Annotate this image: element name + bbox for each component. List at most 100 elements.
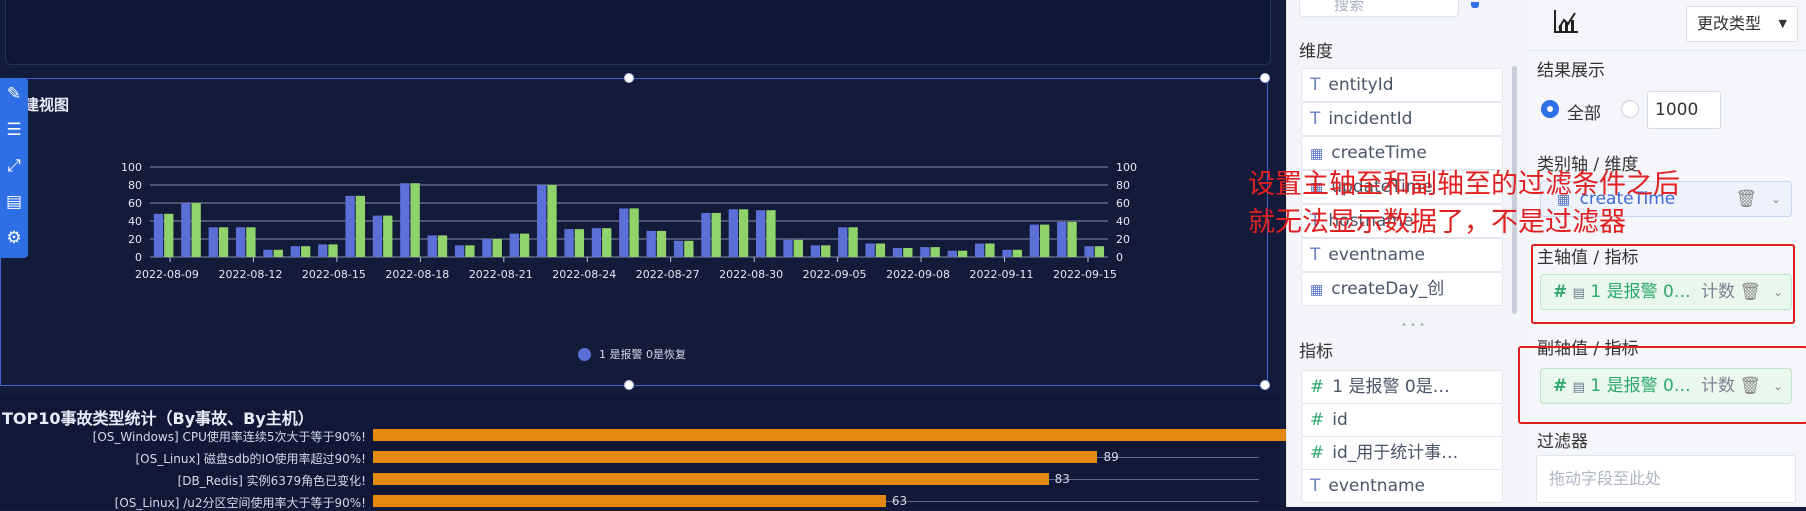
- bar: [920, 247, 930, 257]
- hbar[interactable]: [373, 473, 1049, 485]
- field-label: entityId: [1328, 75, 1394, 95]
- text-type-icon: T: [1310, 211, 1321, 231]
- bar: [1029, 224, 1040, 257]
- y-tick-label-left: 20: [128, 233, 142, 246]
- category-pill-label: createTime: [1579, 189, 1676, 209]
- gear-icon[interactable]: ⚙: [6, 228, 22, 248]
- top-widget-card[interactable]: [5, 0, 1271, 65]
- bar-chart-icon: ▤: [1572, 286, 1585, 301]
- x-tick-label: 2022-08-12: [218, 268, 282, 281]
- x-tick-label: 2022-09-11: [970, 268, 1034, 281]
- chevron-down-icon[interactable]: ⌄: [1772, 379, 1783, 393]
- change-type-dropdown[interactable]: 更改类型 ▼: [1686, 6, 1798, 42]
- bar: [465, 245, 475, 257]
- bar: [318, 244, 328, 257]
- resize-handle-bottom-right[interactable]: [1260, 380, 1270, 390]
- resize-handle-top-right[interactable]: [1260, 73, 1270, 83]
- sub-agg-label[interactable]: 计数: [1701, 376, 1735, 396]
- field-item[interactable]: #1 是报警 0是…: [1301, 370, 1503, 404]
- field-label: hostname: [1328, 211, 1414, 231]
- field-label: eventname: [1328, 245, 1426, 265]
- field-label: id_用于统计事…: [1332, 443, 1459, 463]
- chevron-down-icon[interactable]: ⌄: [1770, 192, 1781, 206]
- top10-title: TOP10事故类型统计（By事故、By主机）: [2, 409, 314, 428]
- field-item[interactable]: # id_用于统计事…: [1301, 436, 1503, 470]
- x-tick-label: 2022-08-09: [135, 268, 199, 281]
- bar: [482, 239, 492, 257]
- filter-dropzone[interactable]: 拖动字段至此处: [1536, 455, 1796, 503]
- x-tick-label: 2022-09-05: [803, 268, 867, 281]
- bar-category-label: [OS_Linux] /u2分区空间使用率大于等于90%!: [114, 496, 366, 510]
- resize-handle-top[interactable]: [624, 73, 634, 83]
- trash-icon[interactable]: 🗑: [1739, 376, 1761, 396]
- y-tick-label-right: 60: [1116, 197, 1130, 210]
- chart-type-icon[interactable]: [1553, 8, 1579, 34]
- field-search-input[interactable]: 搜索: [1299, 0, 1459, 17]
- trash-icon[interactable]: 🗑: [1735, 189, 1757, 209]
- split-drag-handle[interactable]: • • •: [1401, 320, 1426, 331]
- dimension-scrollbar[interactable]: [1512, 66, 1517, 314]
- hbar[interactable]: [373, 451, 1098, 463]
- bar-category-label: [OS_Windows] CPU使用率连续5次大于等于90%!: [92, 430, 366, 444]
- calendar-icon: ▦: [1310, 146, 1324, 162]
- bar: [728, 209, 738, 257]
- hash-icon: #: [1553, 282, 1568, 302]
- bar: [181, 203, 191, 257]
- x-tick-label: 2022-08-30: [719, 268, 783, 281]
- limit-input[interactable]: 1000: [1647, 91, 1721, 129]
- bar: [865, 243, 875, 257]
- bar: [957, 250, 968, 257]
- hash-icon: #: [1553, 376, 1568, 396]
- radio-all[interactable]: [1541, 100, 1559, 118]
- bar: [1094, 246, 1105, 257]
- field-label: id: [1332, 410, 1348, 430]
- radio-limit[interactable]: [1621, 100, 1639, 118]
- hbar[interactable]: [373, 429, 1301, 441]
- bar: [892, 248, 903, 257]
- hbar[interactable]: [373, 495, 886, 507]
- bar: [383, 215, 393, 257]
- sub-axis-pill[interactable]: # ▤ 1 是报警 0… 计数 🗑 ⌄: [1540, 368, 1792, 404]
- edit-icon[interactable]: ✎: [6, 84, 22, 104]
- calendar-icon: ▦: [1310, 180, 1324, 196]
- expand-icon[interactable]: ⤢: [7, 156, 21, 176]
- report-icon[interactable]: ▤: [5, 192, 23, 212]
- annotation-line-1: 设置主轴至和副轴至的过滤条件之后: [1248, 169, 1680, 200]
- resize-handle-bottom[interactable]: [624, 380, 634, 390]
- category-axis-pill[interactable]: ▦ createTime 🗑 ⌄: [1540, 181, 1792, 217]
- x-tick-label: 2022-09-15: [1053, 268, 1117, 281]
- chart-legend[interactable]: 1 是报警 0是恢复: [578, 346, 686, 362]
- field-item[interactable]: ▦ createDay_创: [1301, 272, 1503, 306]
- bar: [164, 213, 174, 257]
- bar: [1057, 221, 1067, 257]
- hbar-value: 63: [891, 494, 908, 508]
- add-field-icon[interactable]: [1471, 2, 1479, 8]
- bar: [235, 227, 246, 257]
- field-item[interactable]: ▦ createTime: [1301, 136, 1503, 170]
- chevron-down-icon[interactable]: ⌄: [1772, 285, 1783, 299]
- main-axis-pill[interactable]: # ▤ 1 是报警 0… 计数 🗑 ⌄: [1540, 274, 1792, 310]
- x-tick-label: 2022-09-08: [886, 268, 950, 281]
- calendar-icon: ▦: [1310, 282, 1324, 298]
- bar: [218, 227, 229, 257]
- bar: [783, 239, 793, 257]
- bar: [838, 227, 848, 257]
- dimension-header: 维度: [1299, 42, 1333, 62]
- top10-bar-chart: [OS_Windows] CPU使用率连续5次大于等于90%!114[OS_Li…: [0, 428, 1330, 510]
- bar: [564, 229, 574, 257]
- trash-icon[interactable]: 🗑: [1739, 282, 1761, 302]
- field-item[interactable]: # id: [1301, 403, 1503, 437]
- layers-icon[interactable]: ☰: [6, 120, 22, 140]
- bar: [328, 244, 338, 257]
- main-agg-label[interactable]: 计数: [1701, 282, 1735, 302]
- bar: [947, 250, 957, 257]
- x-tick-label: 2022-08-21: [469, 268, 533, 281]
- field-item[interactable]: ▦ updateTime: [1301, 170, 1503, 204]
- chart-title: 建视图: [24, 96, 70, 114]
